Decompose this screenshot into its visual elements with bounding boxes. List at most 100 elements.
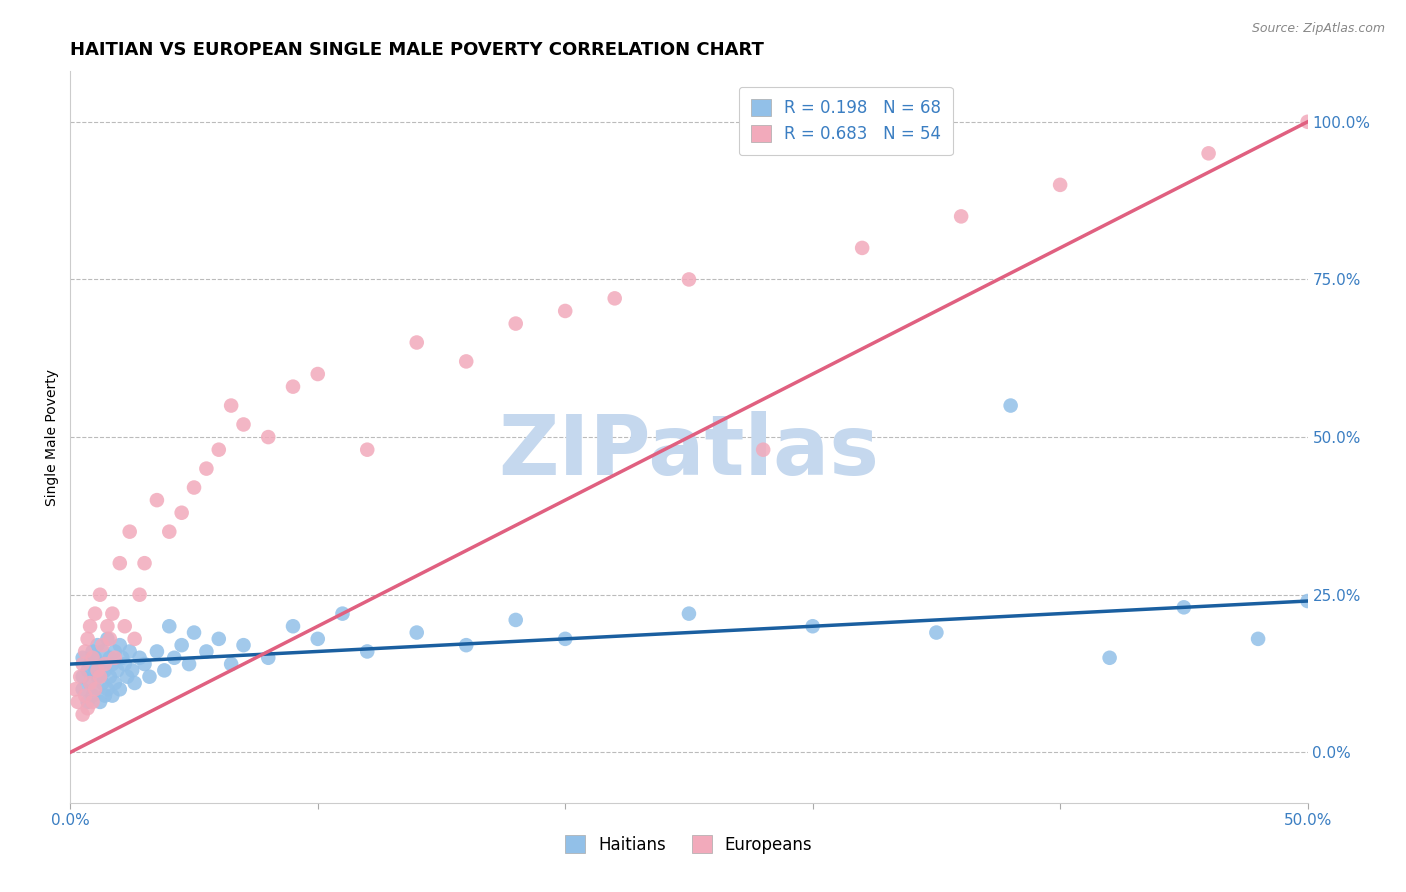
Point	[257, 650, 280, 665]
Point	[801, 619, 824, 633]
Point	[208, 442, 231, 457]
Point	[89, 657, 111, 671]
Point	[72, 657, 94, 671]
Point	[82, 650, 104, 665]
Point	[851, 241, 873, 255]
Point	[356, 442, 378, 457]
Point	[72, 670, 94, 684]
Point	[307, 632, 329, 646]
Point	[79, 619, 101, 633]
Point	[1296, 594, 1319, 608]
Point	[84, 682, 107, 697]
Point	[554, 632, 576, 646]
Point	[104, 676, 127, 690]
Point	[89, 670, 111, 684]
Point	[101, 657, 124, 671]
Y-axis label: Single Male Poverty: Single Male Poverty	[45, 368, 59, 506]
Point	[94, 657, 117, 671]
Point	[86, 670, 108, 684]
Point	[177, 657, 200, 671]
Text: HAITIAN VS EUROPEAN SINGLE MALE POVERTY CORRELATION CHART: HAITIAN VS EUROPEAN SINGLE MALE POVERTY …	[70, 41, 765, 59]
Point	[307, 367, 329, 381]
Point	[138, 670, 160, 684]
Point	[115, 670, 138, 684]
Point	[678, 272, 700, 286]
Point	[76, 632, 98, 646]
Point	[108, 682, 131, 697]
Point	[219, 399, 242, 413]
Point	[69, 670, 91, 684]
Point	[105, 664, 128, 678]
Point	[232, 417, 254, 432]
Point	[195, 461, 218, 475]
Point	[75, 689, 97, 703]
Point	[1049, 178, 1071, 192]
Point	[79, 676, 101, 690]
Point	[146, 493, 169, 508]
Point	[114, 619, 136, 633]
Point	[157, 524, 180, 539]
Point	[96, 682, 118, 697]
Point	[183, 625, 205, 640]
Point	[96, 632, 118, 646]
Point	[98, 632, 121, 646]
Point	[124, 632, 146, 646]
Point	[72, 682, 94, 697]
Point	[94, 689, 117, 703]
Point	[1000, 399, 1022, 413]
Point	[405, 335, 427, 350]
Point	[157, 619, 180, 633]
Point	[603, 291, 626, 305]
Point	[76, 664, 98, 678]
Point	[128, 588, 150, 602]
Point	[219, 657, 242, 671]
Point	[281, 379, 304, 393]
Point	[146, 644, 169, 658]
Point	[950, 210, 973, 224]
Point	[82, 689, 104, 703]
Point	[84, 607, 107, 621]
Point	[76, 701, 98, 715]
Point	[153, 664, 176, 678]
Point	[84, 682, 107, 697]
Point	[82, 695, 104, 709]
Point	[66, 695, 89, 709]
Point	[1247, 632, 1270, 646]
Point	[79, 657, 101, 671]
Point	[75, 644, 97, 658]
Point	[195, 644, 218, 658]
Legend: Haitians, Europeans: Haitians, Europeans	[558, 829, 820, 860]
Point	[505, 613, 527, 627]
Point	[208, 632, 231, 646]
Point	[456, 638, 478, 652]
Point	[82, 644, 104, 658]
Point	[91, 638, 114, 652]
Point	[98, 650, 121, 665]
Point	[1198, 146, 1220, 161]
Point	[554, 304, 576, 318]
Point	[121, 664, 143, 678]
Point	[86, 664, 108, 678]
Point	[678, 607, 700, 621]
Point	[91, 676, 114, 690]
Point	[505, 317, 527, 331]
Point	[108, 556, 131, 570]
Point	[118, 524, 141, 539]
Point	[108, 638, 131, 652]
Point	[332, 607, 354, 621]
Point	[101, 689, 124, 703]
Point	[89, 695, 111, 709]
Point	[257, 430, 280, 444]
Point	[98, 670, 121, 684]
Point	[356, 644, 378, 658]
Point	[183, 481, 205, 495]
Point	[101, 607, 124, 621]
Point	[134, 556, 156, 570]
Point	[84, 650, 107, 665]
Point	[1098, 650, 1121, 665]
Point	[124, 676, 146, 690]
Point	[163, 650, 186, 665]
Point	[281, 619, 304, 633]
Point	[170, 638, 193, 652]
Point	[84, 664, 107, 678]
